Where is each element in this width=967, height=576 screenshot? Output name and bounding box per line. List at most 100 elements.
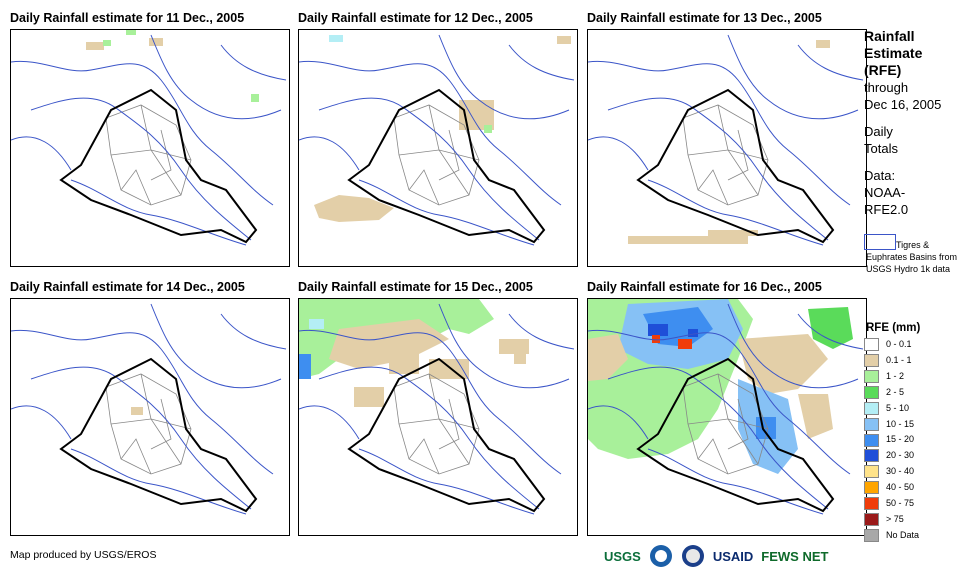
- panel-title-13: Daily Rainfall estimate for 13 Dec., 200…: [587, 11, 822, 25]
- map-svg: [588, 34, 864, 246]
- credit-text: Map produced by USGS/EROS: [10, 549, 157, 561]
- river-line: [508, 44, 575, 81]
- map-svg: [11, 303, 287, 515]
- legend-label: 2 - 5: [886, 386, 905, 397]
- basin-text: Tigres & Euphrates Basins from USGS Hydr…: [866, 240, 958, 274]
- admin-boundary: [150, 129, 172, 181]
- river-line: [358, 179, 535, 246]
- legend-label: No Data: [886, 529, 920, 540]
- map-svg: [299, 299, 575, 515]
- river-line: [438, 303, 570, 389]
- river-line: [607, 366, 829, 510]
- river-line: [30, 97, 252, 241]
- legend-swatch: [864, 465, 879, 479]
- map-panel-11: [10, 29, 290, 267]
- legend-label: 50 - 75: [886, 498, 915, 508]
- legend-swatch: [864, 369, 879, 383]
- river-line: [647, 448, 824, 515]
- admin-boundary: [697, 169, 729, 206]
- legend-label: 15 - 20: [886, 434, 915, 445]
- admin-boundary: [727, 398, 749, 450]
- legend-swatch: [864, 528, 879, 542]
- river-line: [318, 366, 540, 510]
- river-line: [727, 34, 859, 120]
- admin-boundary: [438, 398, 460, 450]
- fewsnet-logo: FEWS NET: [761, 548, 829, 564]
- dhs-seal: [681, 545, 704, 567]
- river-line: [318, 97, 540, 241]
- river-line: [30, 366, 252, 510]
- river-line: [70, 179, 247, 246]
- admin-boundary: [120, 169, 152, 206]
- legend-swatch: [864, 497, 879, 511]
- sidebar-data-src1: NOAA-: [864, 185, 906, 200]
- river-line: [11, 329, 274, 475]
- admin-boundary: [140, 104, 182, 196]
- legend-label: > 75: [886, 513, 904, 524]
- legend-label: 5 - 10: [886, 402, 910, 413]
- panel-title-16: Daily Rainfall estimate for 16 Dec., 200…: [587, 280, 822, 294]
- admin-boundary: [687, 418, 769, 430]
- sidebar-text: Rainfall Estimate (RFE) through Dec 16, …: [864, 28, 964, 218]
- legend-swatch: [864, 417, 879, 431]
- admin-boundary: [120, 438, 152, 475]
- country-border: [347, 357, 546, 513]
- sidebar-data-label: Data:: [864, 168, 896, 183]
- country-border: [636, 357, 835, 513]
- river-line: [607, 97, 829, 241]
- legend-label: 0.1 - 1: [886, 354, 912, 365]
- legend-item: No Data: [864, 528, 920, 542]
- legend-item: 30 - 40: [864, 465, 914, 479]
- legend-swatch: [864, 433, 879, 447]
- river-line: [220, 44, 287, 81]
- map-panel-13: [587, 29, 867, 267]
- river-line: [11, 60, 274, 206]
- legend-item: 10 - 15: [864, 417, 915, 431]
- map-svg: [588, 299, 864, 515]
- legend-title: RFE (mm): [866, 322, 921, 334]
- map-panel-16: [587, 298, 867, 536]
- legend-label: 10 - 15: [886, 418, 915, 429]
- river-line: [299, 60, 562, 206]
- legend-item: 40 - 50: [864, 481, 915, 495]
- river-line: [647, 179, 824, 246]
- map-panel-12: [298, 29, 578, 267]
- usgs-logo: USGS: [604, 548, 641, 564]
- legend-item: 0.1 - 1: [864, 354, 912, 368]
- admin-boundary: [150, 398, 172, 450]
- legend-item: 20 - 30: [864, 449, 915, 463]
- admin-boundary: [110, 418, 192, 430]
- admin-boundary: [398, 418, 480, 430]
- basin-swatch: [864, 234, 896, 250]
- country-border: [59, 88, 258, 244]
- panel-title-11: Daily Rainfall estimate for 11 Dec., 200…: [10, 11, 245, 25]
- legend-item: 1 - 2: [864, 369, 905, 383]
- legend-label: 40 - 50: [886, 482, 915, 493]
- river-line: [150, 34, 282, 120]
- legend-item: 5 - 10: [864, 401, 910, 415]
- admin-boundary: [717, 104, 759, 196]
- map-svg: [299, 34, 575, 246]
- legend-swatch: [864, 513, 879, 527]
- river-line: [588, 60, 851, 206]
- river-line: [797, 44, 864, 81]
- legend-label: 0 - 0.1: [886, 339, 912, 349]
- legend-swatch: [864, 401, 879, 415]
- legend-swatch: [864, 481, 879, 495]
- river-line: [150, 303, 282, 389]
- legend-label: 20 - 30: [886, 450, 915, 461]
- river-line: [299, 405, 360, 440]
- legend-item: 50 - 75: [864, 497, 915, 511]
- map-panel-14: [10, 298, 290, 536]
- country-border: [636, 88, 835, 244]
- river-line: [438, 34, 570, 120]
- river-line: [220, 313, 287, 350]
- admin-boundary: [110, 149, 192, 161]
- river-line: [588, 329, 851, 475]
- legend-item: 2 - 5: [864, 385, 905, 399]
- legend-item: 0 - 0.1: [864, 338, 912, 352]
- legend-label: 1 - 2: [886, 370, 905, 381]
- logo-strip: USGS USAID FEWS NET: [604, 543, 828, 569]
- sidebar-through: through: [864, 80, 909, 95]
- river-line: [727, 303, 859, 389]
